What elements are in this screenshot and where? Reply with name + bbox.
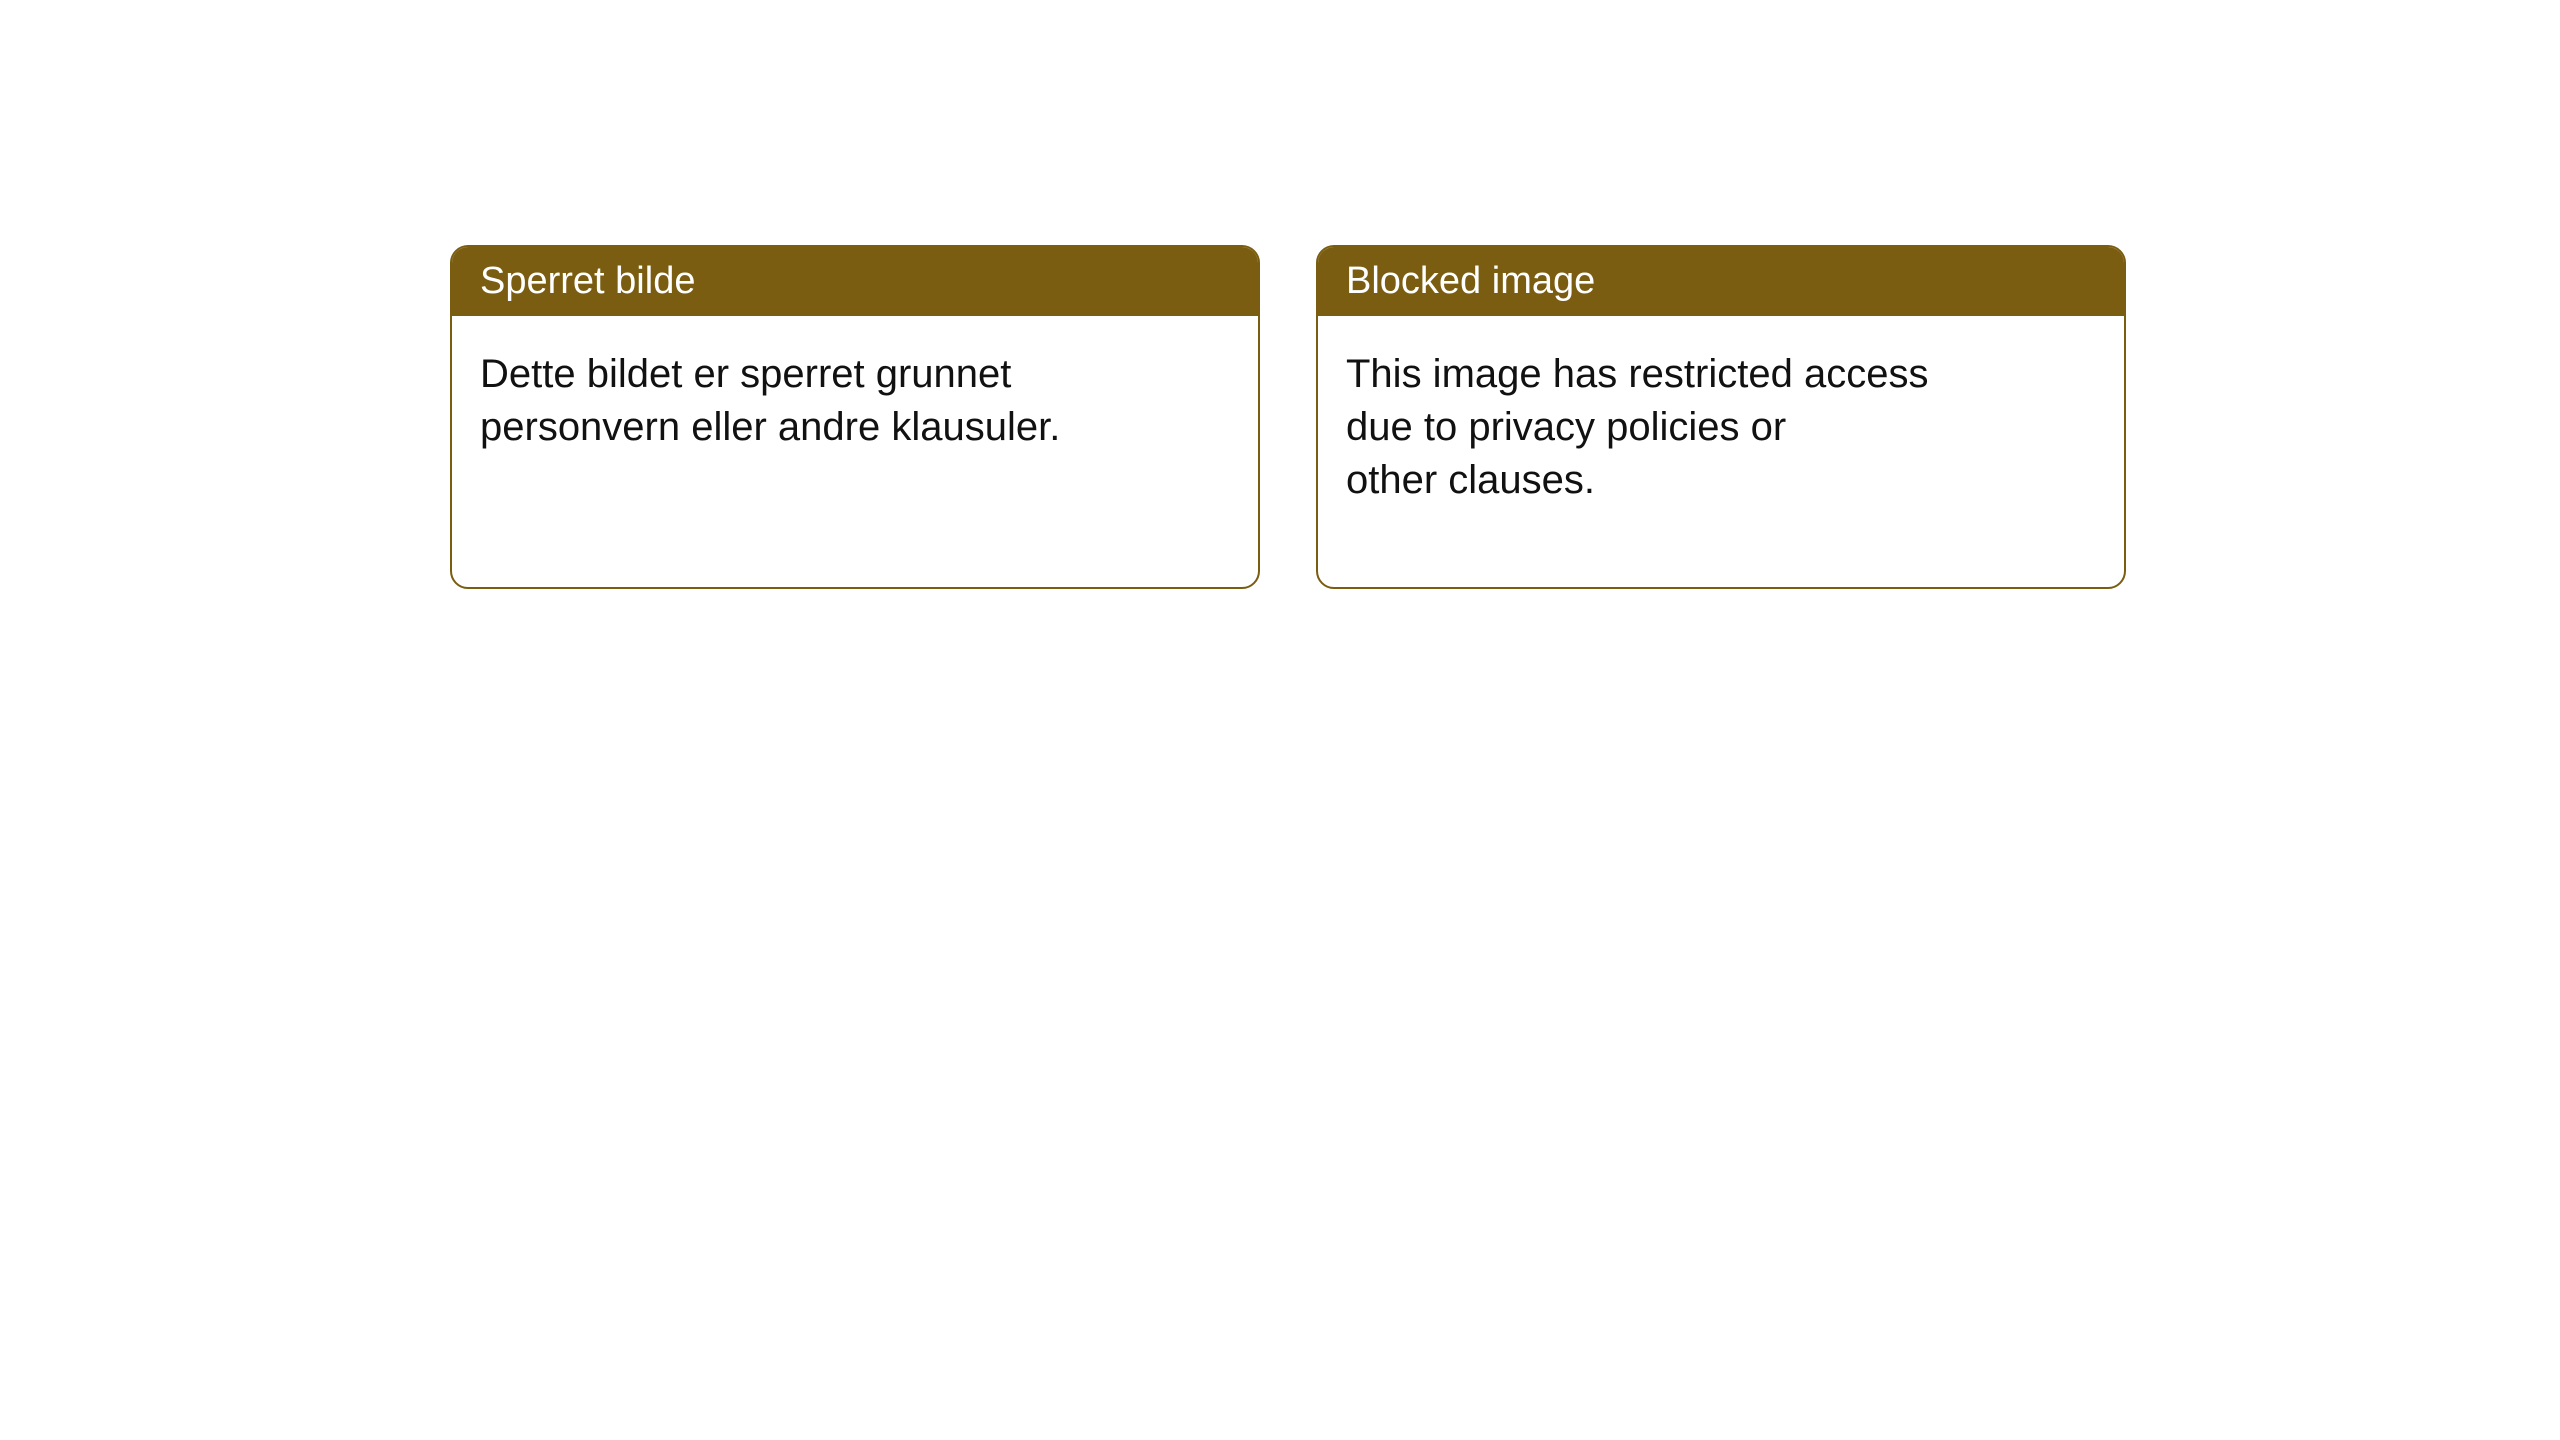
notice-body: This image has restricted access due to … [1318, 316, 2124, 586]
notice-title: Sperret bilde [452, 247, 1258, 316]
notice-body: Dette bildet er sperret grunnet personve… [452, 316, 1258, 534]
notice-container: Sperret bilde Dette bildet er sperret gr… [0, 0, 2560, 589]
notice-title: Blocked image [1318, 247, 2124, 316]
notice-card-norwegian: Sperret bilde Dette bildet er sperret gr… [450, 245, 1260, 589]
notice-card-english: Blocked image This image has restricted … [1316, 245, 2126, 589]
